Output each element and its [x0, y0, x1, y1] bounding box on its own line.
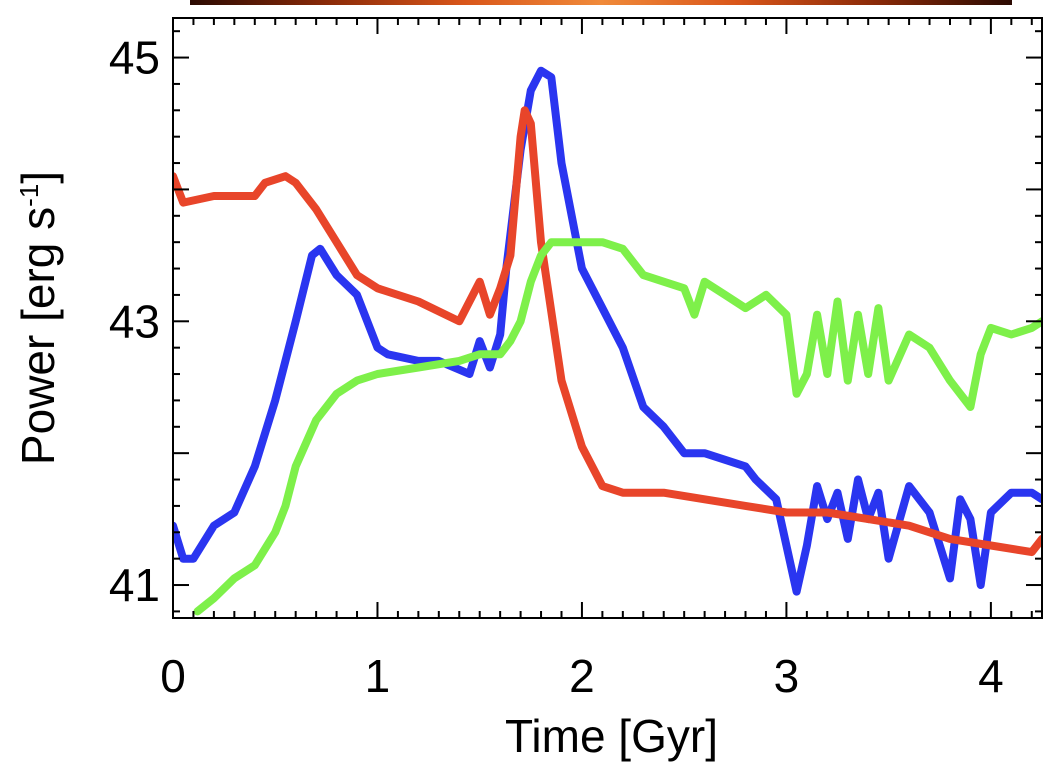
series-line-3 [193, 238, 1042, 616]
y-tick-label: 45 [109, 32, 160, 84]
x-tick-label: 0 [160, 650, 186, 702]
y-tick-label: 41 [109, 559, 160, 611]
labels-layer: 0 1 2 3 4 41 43 45 [109, 32, 1004, 702]
y-tick-label: 43 [109, 295, 160, 347]
series-line-1 [173, 66, 1042, 596]
x-tick-label: 1 [365, 650, 391, 702]
series-line-2 [173, 106, 1042, 557]
x-tick-label: 2 [569, 650, 595, 702]
x-tick-label: 3 [774, 650, 800, 702]
y-axis-title-main: Power [erg s [12, 207, 64, 465]
y-axis-title-close: ] [12, 171, 64, 184]
series-layer [173, 66, 1042, 616]
y-axis-title: Power [erg s-1] [12, 171, 64, 465]
ticks-layer [172, 18, 1042, 618]
x-tick-label: 4 [978, 650, 1004, 702]
top-colorbar-strip [190, 0, 1012, 5]
x-axis-title: Time [Gyr] [505, 710, 718, 762]
plot-frame [172, 17, 1043, 619]
y-axis-title-superscript: -1 [14, 184, 44, 207]
